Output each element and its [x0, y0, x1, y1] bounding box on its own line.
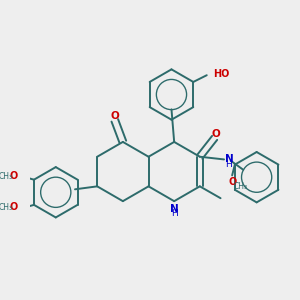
Text: HO: HO	[213, 69, 229, 79]
Text: CH₃: CH₃	[0, 202, 12, 211]
Text: O: O	[228, 177, 236, 187]
Text: H: H	[225, 160, 232, 169]
Text: CH₃: CH₃	[0, 172, 12, 181]
Text: O: O	[10, 202, 18, 212]
Text: O: O	[212, 129, 220, 139]
Text: O: O	[10, 172, 18, 182]
Text: H: H	[171, 209, 178, 218]
Text: N: N	[170, 204, 178, 214]
Text: N: N	[225, 154, 234, 164]
Text: CH₃: CH₃	[233, 182, 247, 191]
Text: O: O	[110, 110, 119, 121]
